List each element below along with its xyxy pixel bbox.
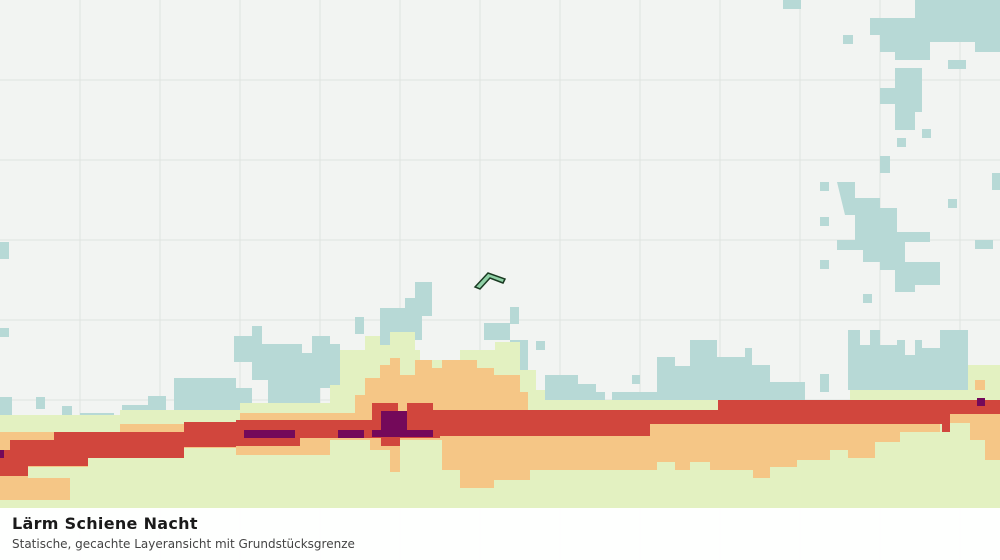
layer-title: Lärm Schiene Nacht [12,514,198,533]
layer-caption: Lärm Schiene Nacht Statische, gecachte L… [0,508,1000,560]
parcel-boundary[interactable] [473,272,507,290]
noise-band-very-high [0,398,985,458]
noise-band-high [0,400,1000,476]
low-noise-patches [0,0,1000,508]
layer-subtitle: Statische, gecachte Layeransicht mit Gru… [12,537,355,551]
